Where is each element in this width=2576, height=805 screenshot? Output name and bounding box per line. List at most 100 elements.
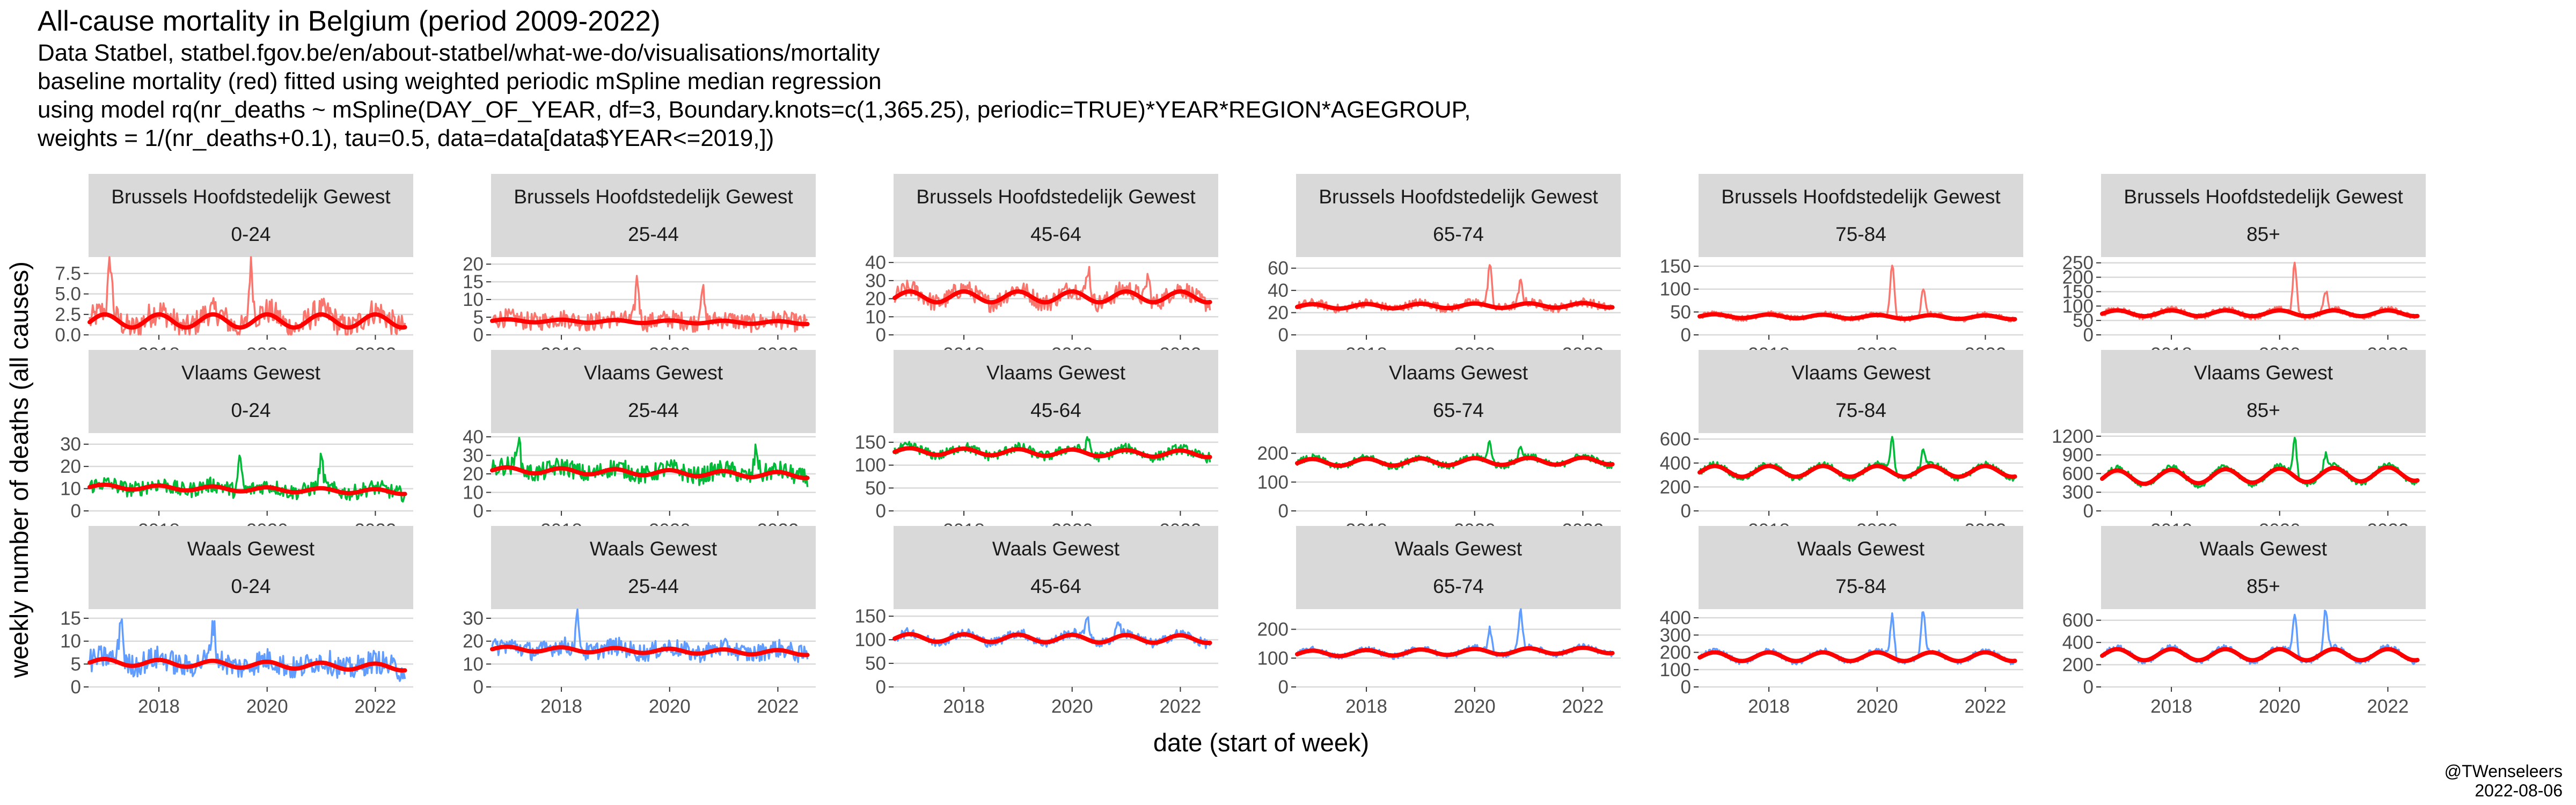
y-tick-label: 200 (1257, 619, 1289, 640)
baseline-fit-line (892, 289, 1212, 305)
strip-label-region: Waals Gewest (2200, 538, 2328, 560)
x-tick-label: 2020 (1051, 696, 1093, 717)
y-tick-label: 200 (2062, 655, 2094, 676)
y-tick-label: 0 (1681, 325, 1691, 346)
observed-series-line (894, 616, 1211, 649)
strip-label-agegroup: 85+ (2246, 399, 2280, 421)
facet-strip (1699, 526, 2023, 609)
facet-strip (1699, 350, 2023, 433)
baseline-fit-line (892, 446, 1212, 459)
y-tick-label: 400 (1660, 453, 1691, 474)
y-tick-label: 100 (2062, 296, 2094, 317)
y-tick-label: 0 (71, 677, 81, 698)
observed-series-line (491, 436, 809, 487)
x-tick-label: 2018 (540, 696, 582, 717)
strip-label-agegroup: 25-44 (628, 575, 679, 597)
y-tick-label: 5 (473, 307, 484, 328)
y-tick-label: 300 (2062, 482, 2094, 503)
y-tick-label: 0 (2083, 677, 2094, 698)
strip-label-agegroup: 45-64 (1030, 223, 1081, 245)
facet-strip (1296, 350, 1621, 433)
y-tick-label: 40 (865, 252, 886, 273)
chart-subtitle-line-1: Data Statbel, statbel.fgov.be/en/about-s… (38, 40, 880, 66)
y-tick-label: 10 (865, 306, 886, 327)
y-tick-label: 200 (1660, 477, 1691, 497)
x-tick-label: 2018 (2150, 696, 2192, 717)
y-tick-label: 150 (855, 432, 886, 453)
baseline-fit-line (2100, 465, 2420, 486)
y-tick-label: 150 (2062, 281, 2094, 302)
y-tick-label: 150 (1660, 256, 1691, 277)
facet-strip (2101, 174, 2426, 257)
baseline-fit-line (490, 317, 810, 326)
facet-panel: Brussels Hoofdstedelijk Gewest 75-84 05010… (1660, 174, 2023, 365)
y-tick-label: 40 (463, 427, 484, 448)
y-tick-label: 0 (1681, 501, 1691, 522)
facet-strip (1699, 174, 2023, 257)
facet-panel: Brussels Hoofdstedelijk Gewest 65-74 02040… (1268, 174, 1621, 365)
chart-header: All-cause mortality in Belgium (period 2… (38, 4, 1471, 152)
y-tick-label: 0 (71, 501, 81, 522)
y-tick-label: 200 (2062, 267, 2094, 288)
strip-label-agegroup: 0-24 (231, 223, 270, 245)
y-tick-label: 50 (865, 478, 886, 499)
y-tick-label: 400 (2062, 632, 2094, 653)
y-axis-title: weekly number of deaths (all causes) (5, 261, 33, 678)
x-tick-label: 2022 (1562, 696, 1604, 717)
y-tick-label: 10 (463, 289, 484, 310)
x-axis-title: date (start of week) (1153, 728, 1369, 757)
y-tick-label: 60 (1268, 258, 1289, 279)
facet-panel: Waals Gewest 45-64 0 50 100 150 2018 2020 2022 (855, 526, 1218, 717)
strip-label-agegroup: 75-84 (1835, 399, 1886, 421)
strip-label-region: Brussels Hoofdstedelijk Gewest (514, 186, 793, 208)
chart-title: All-cause mortality in Belgium (period 2… (38, 5, 661, 37)
facet-strip (89, 174, 413, 257)
baseline-fit-line (1295, 646, 1615, 658)
chart-subtitle-line-3: using model rq(nr_deaths ~ mSpline(DAY_O… (38, 97, 1471, 123)
x-tick-label: 2022 (1159, 696, 1201, 717)
strip-label-region: Vlaams Gewest (2194, 362, 2333, 384)
y-tick-label: 0 (473, 501, 484, 522)
facet-panel: Brussels Hoofdstedelijk Gewest 85+ 0501001… (2062, 174, 2426, 365)
baseline-fit-line (2100, 647, 2420, 663)
strip-label-region: Brussels Hoofdstedelijk Gewest (2124, 186, 2403, 208)
y-tick-label: 900 (2062, 445, 2094, 466)
strip-label-region: Waals Gewest (590, 538, 718, 560)
observed-series-line (89, 618, 406, 682)
observed-series-line (1699, 265, 2016, 323)
y-tick-label: 600 (2062, 610, 2094, 631)
x-tick-label: 2018 (138, 696, 180, 717)
y-tick-label: 10 (60, 631, 81, 652)
strip-label-region: Brussels Hoofdstedelijk Gewest (1721, 186, 2001, 208)
observed-series-line (894, 266, 1211, 313)
y-tick-label: 5 (71, 654, 81, 675)
strip-label-region: Brussels Hoofdstedelijk Gewest (916, 186, 1196, 208)
y-tick-label: 150 (855, 606, 886, 627)
y-tick-label: 600 (2062, 463, 2094, 484)
baseline-fit-line (490, 644, 810, 657)
y-tick-label: 30 (463, 445, 484, 466)
baseline-fit-line (87, 657, 407, 673)
x-tick-label: 2022 (2367, 696, 2409, 717)
x-tick-label: 2022 (354, 696, 396, 717)
caption-date: 2022-08-06 (2475, 781, 2563, 800)
strip-label-region: Vlaams Gewest (584, 362, 723, 384)
y-tick-label: 2.5 (55, 304, 81, 325)
y-tick-label: 0 (1278, 677, 1289, 698)
y-tick-label: 200 (1257, 443, 1289, 464)
y-tick-label: 100 (1660, 660, 1691, 680)
y-tick-label: 50 (2073, 310, 2094, 331)
x-tick-label: 2020 (1856, 696, 1898, 717)
y-tick-label: 20 (60, 456, 81, 477)
observed-series-line (89, 452, 406, 503)
y-tick-label: 5.0 (55, 284, 81, 305)
baseline-fit-line (1697, 312, 2017, 321)
strip-label-agegroup: 65-74 (1433, 399, 1484, 421)
facet-strip (1296, 526, 1621, 609)
facet-strip (894, 174, 1218, 257)
strip-label-region: Vlaams Gewest (1791, 362, 1931, 384)
facet-strip (2101, 350, 2426, 433)
